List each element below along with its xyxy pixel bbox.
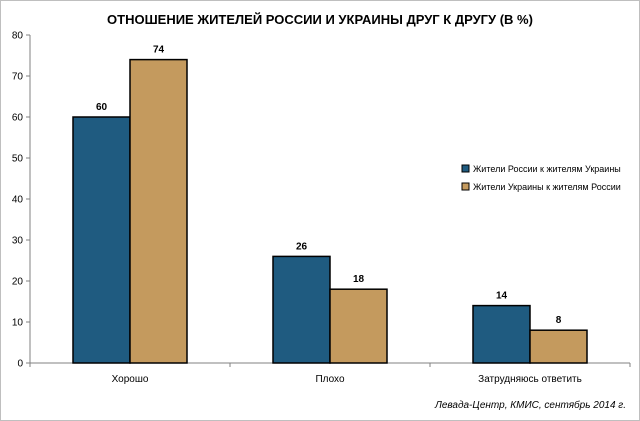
data-label: 26: [296, 241, 308, 252]
bar: [472, 304, 531, 364]
legend: Жители России к жителям Украины Жители Ук…: [461, 164, 621, 192]
y-tick-label: 40: [12, 195, 24, 206]
bar: [129, 58, 188, 364]
x-tick-label: Затрудняюсь ответить: [478, 374, 582, 385]
bars: 60 74 26 18 14 8: [72, 45, 588, 364]
y-tick-label: 80: [12, 31, 24, 42]
data-label: 8: [556, 315, 562, 326]
y-tick-label: 30: [12, 236, 24, 247]
legend-swatch: [461, 182, 470, 191]
data-label: 18: [353, 274, 365, 285]
y-tick-label: 60: [12, 113, 24, 124]
legend-swatch: [461, 164, 470, 173]
x-tick-label: Хорошо: [112, 374, 149, 385]
y-tick-label: 20: [12, 277, 24, 288]
y-tick-label: 50: [12, 154, 24, 165]
chart-title: ОТНОШЕНИЕ ЖИТЕЛЕЙ РОССИИ И УКРАИНЫ ДРУГ …: [107, 12, 533, 27]
y-tick-label: 0: [17, 359, 23, 370]
bar: [72, 116, 131, 364]
y-tick-label: 10: [12, 318, 24, 329]
bar: [529, 329, 588, 364]
data-label: 60: [96, 102, 108, 113]
bar: [272, 255, 331, 364]
bar: [329, 288, 388, 364]
source-note: Левада-Центр, КМИС, сентябрь 2014 г.: [434, 399, 626, 411]
x-tick-label: Плохо: [315, 374, 344, 385]
y-tick-label: 70: [12, 72, 24, 83]
legend-label: Жители Украины к жителям России: [473, 182, 621, 192]
data-label: 74: [153, 45, 165, 56]
legend-label: Жители России к жителям Украины: [473, 164, 621, 174]
data-label: 14: [496, 291, 508, 302]
